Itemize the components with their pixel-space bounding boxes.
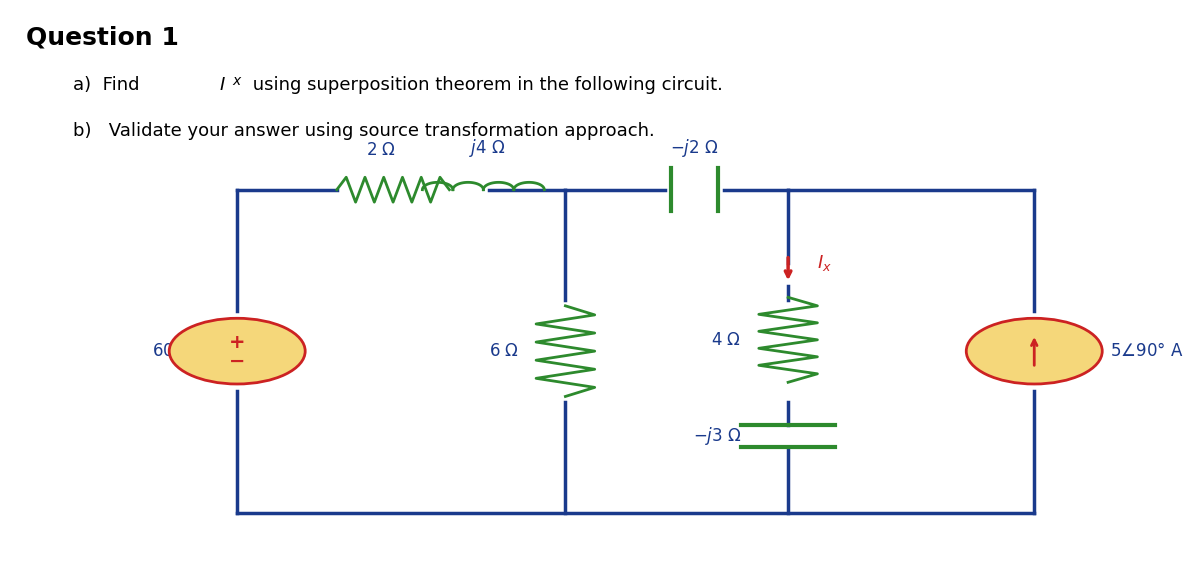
- Text: b)   Validate your answer using source transformation approach.: b) Validate your answer using source tra…: [73, 122, 655, 140]
- Text: a)  Find: a) Find: [73, 77, 145, 94]
- Text: Question 1: Question 1: [26, 25, 179, 49]
- Circle shape: [966, 318, 1103, 384]
- Text: 2 $\Omega$: 2 $\Omega$: [366, 141, 396, 158]
- Text: 6 $\Omega$: 6 $\Omega$: [488, 342, 518, 360]
- Text: 4 $\Omega$: 4 $\Omega$: [712, 331, 742, 349]
- Text: 60$\angle$0° V: 60$\angle$0° V: [152, 342, 226, 360]
- Text: $-j$2 $\Omega$: $-j$2 $\Omega$: [670, 137, 719, 158]
- Text: −: −: [229, 352, 245, 371]
- Text: $I_x$: $I_x$: [817, 253, 833, 273]
- Text: I: I: [220, 77, 224, 94]
- Text: x: x: [233, 74, 241, 88]
- Text: using superposition theorem in the following circuit.: using superposition theorem in the follo…: [246, 77, 722, 94]
- Text: 5$\angle$90° A: 5$\angle$90° A: [1110, 342, 1184, 360]
- Text: $j$4 $\Omega$: $j$4 $\Omega$: [469, 137, 505, 158]
- Text: $-j$3 $\Omega$: $-j$3 $\Omega$: [692, 425, 742, 447]
- Circle shape: [169, 318, 305, 384]
- Text: +: +: [229, 333, 246, 352]
